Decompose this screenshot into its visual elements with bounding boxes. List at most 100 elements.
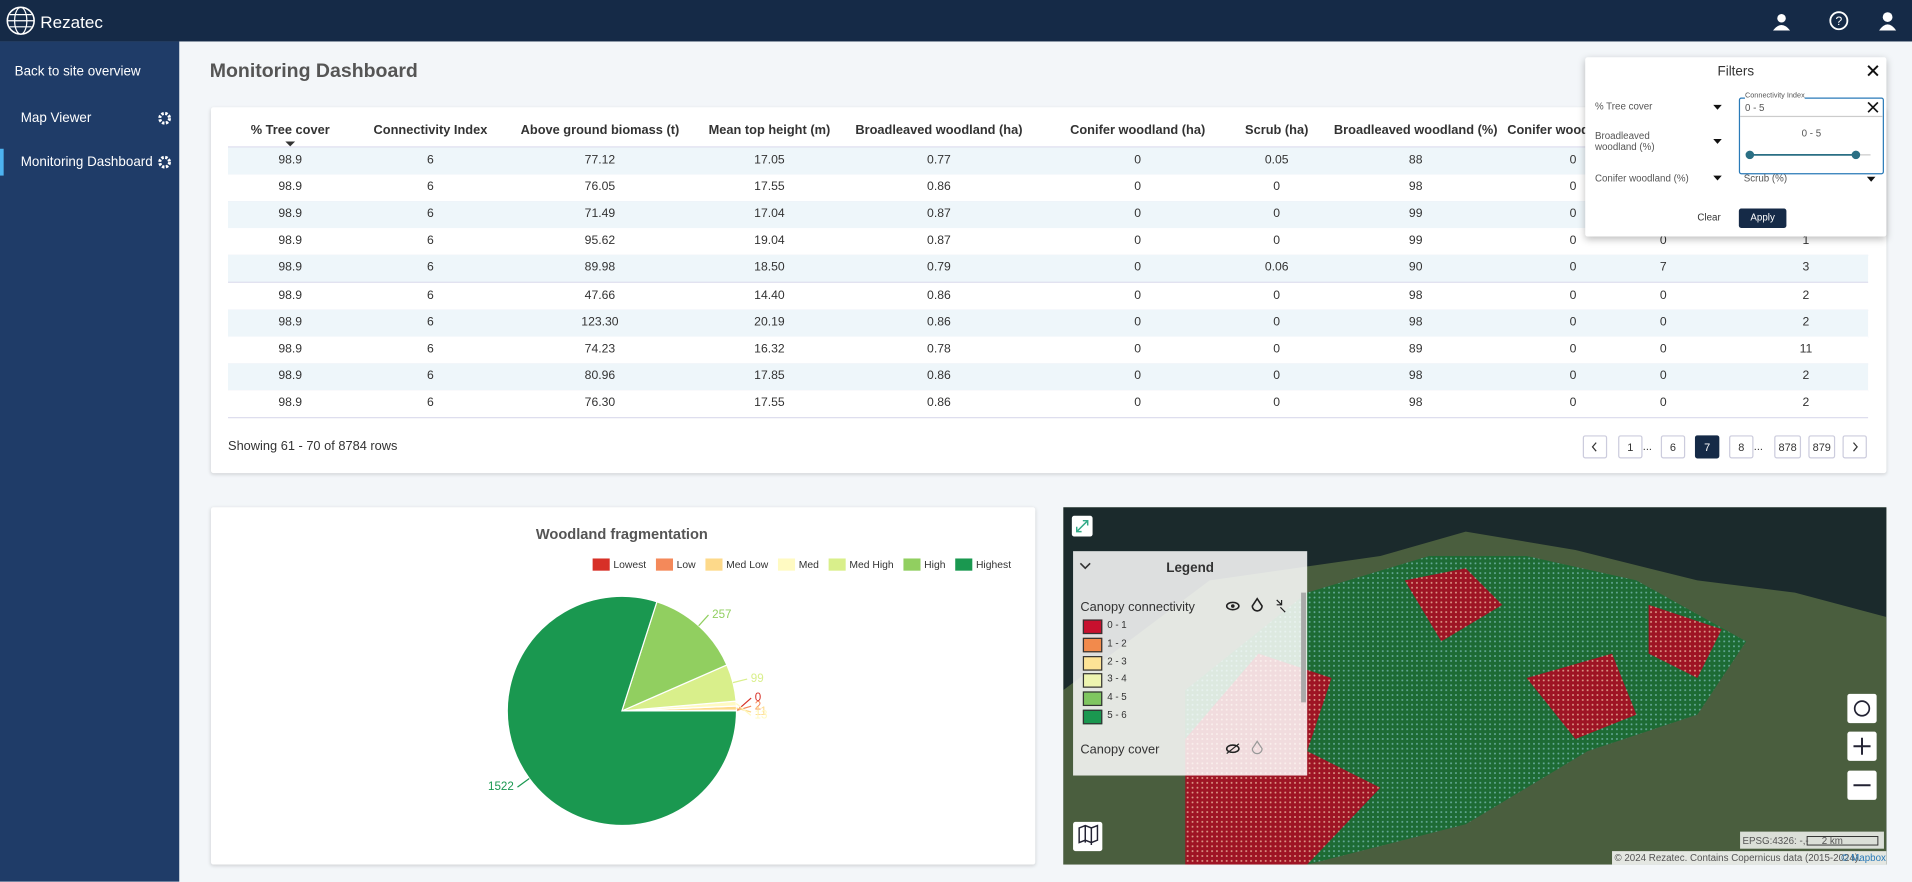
table-cell: 0 [1569,342,1577,356]
table-cell: 0 [1134,153,1142,168]
back-link[interactable]: Back to site overview [14,64,141,80]
range-slider[interactable] [1744,148,1881,163]
collapse-icon[interactable] [1078,558,1093,573]
legend-swatch [1082,619,1103,635]
table-cell: 0 [1134,261,1142,275]
table-cell: 95.62 [584,234,616,248]
legend-swatch [1082,637,1103,653]
table-cell: 2 [1802,396,1810,410]
column-header[interactable]: % Tree cover [250,123,330,138]
logo [6,6,35,35]
table-cell: 90 [1408,261,1423,275]
table-cell: 0 [1659,234,1667,248]
clear-button[interactable]: Clear [1697,212,1721,224]
next-page[interactable] [1842,435,1867,459]
table-cell: 76.30 [584,396,616,410]
table-cell: 98.9 [278,396,303,410]
filter-field[interactable]: Conifer woodland (%) [1594,173,1689,185]
column-header[interactable]: Scrub (ha) [1245,123,1309,138]
map[interactable]: Legend Canopy connectivity Canopy cover … [1063,507,1887,865]
table-card: % Tree cover Connectivity Index Above grou… [210,107,1887,474]
dropdown-arrow[interactable] [1866,176,1878,183]
table-cell: 14.40 [754,288,785,302]
table-cell: 0.86 [927,369,951,383]
leader-line [517,777,530,788]
column-header[interactable]: Connectivity Index [373,123,488,138]
table-cell: 3 [1802,261,1810,275]
table-cell: 0.86 [927,396,951,410]
table-cell: 98 [1408,396,1423,410]
table-cell: 0.86 [927,315,951,329]
table-cell: 99 [1408,207,1423,221]
table-cell: 0 [1659,369,1667,383]
legend-swatch [777,558,796,571]
clear-icon[interactable] [1867,101,1879,113]
table-cell: 0 [1273,288,1281,302]
prev-page[interactable] [1582,435,1608,459]
table-cell: 0.86 [927,288,951,302]
table-cell: 2 [1802,315,1810,329]
page-button[interactable]: 1 [1618,435,1643,459]
page-button[interactable]: 878 [1774,435,1802,459]
svg-text:?: ? [1835,14,1842,28]
column-header[interactable]: Above ground biomass (t) [520,123,680,138]
connectivity-filter[interactable]: Connectivity Index 0 - 5 0 - 5 [1738,92,1884,175]
page-button[interactable]: 8 [1729,435,1754,459]
table-cell: 0 [1273,315,1281,329]
table-cell: 98 [1408,315,1423,329]
data-label: 11 [755,706,767,718]
table-cell: 47.66 [584,288,616,302]
filter-field[interactable]: % Tree cover [1594,101,1653,113]
table-cell: 0 [1134,342,1142,356]
nav-item[interactable]: Map Viewer [20,110,92,126]
table-cell: 6 [427,342,434,356]
table-cell: 17.05 [754,153,785,168]
table-cell: 98.9 [278,261,303,275]
page-button[interactable]: 7 [1694,435,1720,459]
table-cell: 1 [1802,234,1810,248]
legend-swatch [828,558,846,571]
legend-label: 2 - 3 [1107,655,1127,667]
column-header[interactable]: Broadleaved woodland (%) [1333,123,1498,138]
table-cell: 18.50 [754,261,785,275]
page-button[interactable]: 6 [1660,435,1686,459]
table-cell: 123.30 [581,315,619,329]
column-header[interactable]: Conifer woodland (ha) [1070,123,1206,138]
dropdown-arrows[interactable] [1712,104,1727,182]
table-cell: 98 [1408,180,1423,194]
table-row [228,336,1869,365]
filter-field[interactable]: Scrub (%) [1743,173,1788,185]
page-button[interactable]: 879 [1808,435,1836,459]
table-cell: 71.49 [584,207,616,221]
layer-icons[interactable] [1224,595,1295,766]
table-cell: 0.05 [1264,153,1289,168]
table-cell: 0 [1134,396,1142,410]
table-cell: 0.79 [927,261,951,275]
table-cell: 0 [1273,369,1281,383]
table-cell: 2 [1802,288,1810,302]
scrollbar[interactable] [1301,592,1306,703]
page-ellipsis: ... [1642,440,1652,453]
sidebar: Back to site overview Map Viewer Monitor… [0,41,180,882]
leader-line [732,678,748,684]
chart-card: Woodland fragmentation Lowest Low Med Low M… [210,507,1036,865]
legend-label: Med Low [726,560,769,571]
column-header[interactable]: Broadleaved woodland (ha) [855,123,1023,138]
gear-icons[interactable] [157,111,172,170]
table-cell: 99 [1408,234,1423,248]
close-button[interactable] [1866,63,1881,78]
legend-swatch [592,558,610,571]
mapbox-link[interactable]: © Mapbox [1841,852,1886,864]
table-cell: 0 [1569,180,1577,194]
table-row [228,255,1869,284]
nav-item[interactable]: Monitoring Dashboard [20,154,153,170]
table-cell: 98.9 [278,369,303,383]
filter-field[interactable]: Broadleaved woodland (%) [1594,130,1655,153]
legend-swatch [1082,691,1103,707]
apply-button[interactable]: Apply [1738,208,1787,229]
top-icons[interactable]: ? [1768,10,1902,34]
data-label: 0 [755,692,761,704]
column-header[interactable]: Mean top height (m) [708,123,831,138]
table-cell: 0 [1569,153,1577,168]
